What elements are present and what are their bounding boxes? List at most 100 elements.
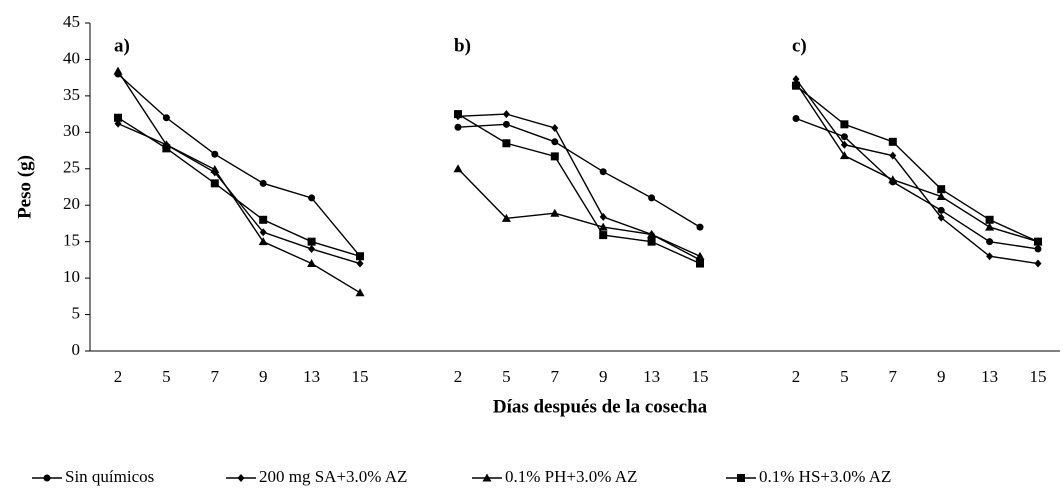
point	[454, 110, 462, 119]
x-tick-label: 5	[162, 367, 171, 386]
point	[453, 164, 463, 173]
y-tick-label: 15	[63, 231, 80, 250]
point	[308, 194, 316, 202]
x-tick-label: 9	[599, 367, 608, 386]
series-line	[117, 73, 361, 257]
series-line	[457, 113, 701, 265]
x-tick-label: 15	[352, 367, 369, 386]
point	[985, 215, 994, 224]
point	[259, 215, 268, 224]
point	[695, 251, 705, 260]
point	[550, 152, 559, 161]
x-tick-label: 7	[551, 367, 560, 386]
y-tick-label: 40	[63, 48, 80, 67]
point	[985, 222, 995, 231]
legend-marker	[482, 473, 492, 482]
point	[551, 123, 559, 132]
point	[356, 252, 364, 261]
point	[792, 81, 800, 90]
point	[792, 114, 800, 122]
y-tick-label: 10	[63, 267, 80, 286]
x-tick-label: 9	[259, 367, 268, 386]
point	[211, 150, 219, 158]
point	[210, 179, 219, 188]
series-line	[117, 117, 361, 257]
series-line	[117, 122, 361, 265]
point	[308, 244, 316, 253]
y-tick-label: 35	[63, 85, 80, 104]
panel-label: a)	[114, 35, 130, 56]
series-line	[795, 82, 1039, 243]
point	[113, 66, 123, 75]
point	[307, 237, 316, 246]
point	[889, 151, 897, 160]
x-tick-label: 15	[1030, 367, 1047, 386]
point	[840, 140, 848, 149]
point	[258, 237, 268, 246]
series-line	[457, 168, 701, 257]
legend-label: Sin químicos	[65, 467, 154, 486]
panel-label: c)	[792, 35, 807, 56]
point	[986, 238, 994, 246]
point	[210, 165, 220, 174]
panel-label: b)	[454, 35, 471, 56]
point	[1034, 245, 1042, 253]
point	[647, 229, 657, 238]
point	[936, 191, 946, 200]
point	[937, 185, 946, 194]
x-tick-label: 13	[981, 367, 998, 386]
point	[355, 288, 365, 297]
y-tick-label: 30	[63, 121, 80, 140]
legend-marker	[737, 474, 745, 482]
y-axis-label: Peso (g)	[14, 155, 35, 219]
x-tick-label: 2	[454, 367, 463, 386]
point	[454, 123, 462, 131]
legend-marker	[237, 474, 245, 482]
point	[1034, 259, 1042, 268]
y-tick-label: 20	[63, 194, 80, 213]
x-tick-label: 15	[692, 367, 709, 386]
point	[550, 208, 560, 217]
x-tick-label: 7	[211, 367, 220, 386]
point	[648, 194, 656, 202]
series-line	[117, 70, 361, 294]
point	[162, 114, 170, 122]
point	[356, 259, 364, 268]
point	[599, 212, 607, 221]
point	[839, 151, 849, 160]
x-tick-label: 5	[502, 367, 511, 386]
point	[501, 213, 511, 222]
x-tick-label: 13	[303, 367, 320, 386]
point	[696, 259, 704, 268]
point	[937, 206, 945, 214]
point	[502, 110, 510, 119]
point	[647, 237, 656, 246]
x-tick-label: 13	[643, 367, 660, 386]
point	[599, 231, 608, 240]
x-tick-label: 9	[937, 367, 946, 386]
series-line	[795, 78, 1039, 265]
legend-label: 200 mg SA+3.0% AZ	[259, 467, 407, 486]
y-tick-label: 0	[72, 340, 81, 359]
point	[598, 222, 608, 231]
point	[986, 252, 994, 261]
point	[114, 113, 122, 122]
series-line	[457, 123, 701, 228]
point	[502, 139, 511, 148]
x-tick-label: 2	[792, 367, 801, 386]
point	[162, 144, 171, 153]
point	[259, 228, 267, 237]
legend-label: 0.1% HS+3.0% AZ	[759, 467, 891, 486]
y-tick-label: 5	[72, 303, 81, 322]
x-tick-label: 5	[840, 367, 849, 386]
point	[937, 213, 945, 222]
x-tick-label: 7	[889, 367, 898, 386]
point	[840, 133, 848, 141]
point	[840, 120, 849, 129]
point	[1034, 237, 1042, 246]
legend-marker	[43, 474, 51, 482]
point	[307, 259, 317, 268]
legend-label: 0.1% PH+3.0% AZ	[505, 467, 637, 486]
point	[259, 179, 267, 187]
